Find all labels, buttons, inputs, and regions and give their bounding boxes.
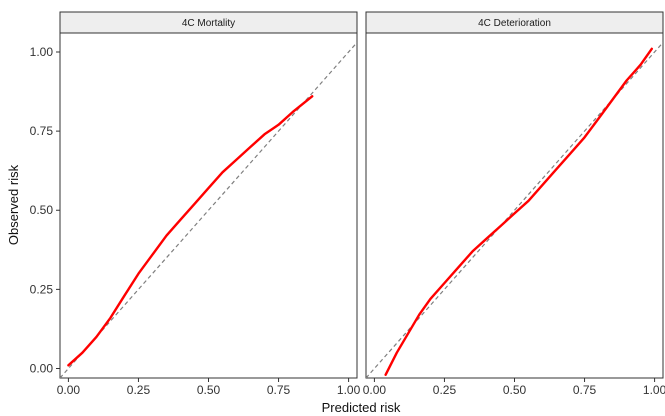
x-tick-label: 0.00 bbox=[57, 383, 81, 397]
reference-line bbox=[60, 42, 357, 378]
y-tick-label: 0.25 bbox=[30, 282, 54, 296]
panel-mortality: 4C Mortality bbox=[59, 11, 358, 379]
x-tick-label: 0.25 bbox=[127, 383, 151, 397]
x-tick-label: 0.75 bbox=[573, 383, 597, 397]
y-tick-label: 0.50 bbox=[30, 203, 54, 217]
strip-label-mortality: 4C Mortality bbox=[182, 18, 235, 29]
x-tick-label: 0.50 bbox=[503, 383, 527, 397]
y-tick-label: 0.00 bbox=[30, 362, 54, 376]
panel-border bbox=[365, 32, 664, 379]
x-tick-label: 1.00 bbox=[643, 383, 665, 397]
tick-layer: 0.000.250.500.751.000.00 0.25 0.50 0.75 1.00… bbox=[30, 45, 665, 397]
y-tick-label: 1.00 bbox=[30, 45, 54, 59]
x-tick-label: 0.00 bbox=[363, 383, 387, 397]
x-tick-label: 0.75 bbox=[267, 383, 291, 397]
x-tick-label: 1.00 bbox=[337, 383, 361, 397]
calibration-curve bbox=[384, 47, 653, 376]
calibration-curve bbox=[67, 95, 314, 367]
strip-label-deterioration: 4C Deterioration bbox=[478, 18, 551, 29]
x-tick-label: 0.50 bbox=[197, 383, 221, 397]
x-tick-label: 0.25 bbox=[433, 383, 457, 397]
panel-deterioration: 4C Deterioration bbox=[365, 11, 664, 379]
y-axis-title: Observed risk bbox=[6, 164, 21, 245]
y-tick-label: 0.75 bbox=[30, 124, 54, 138]
x-axis-title: Predicted risk bbox=[322, 400, 401, 415]
